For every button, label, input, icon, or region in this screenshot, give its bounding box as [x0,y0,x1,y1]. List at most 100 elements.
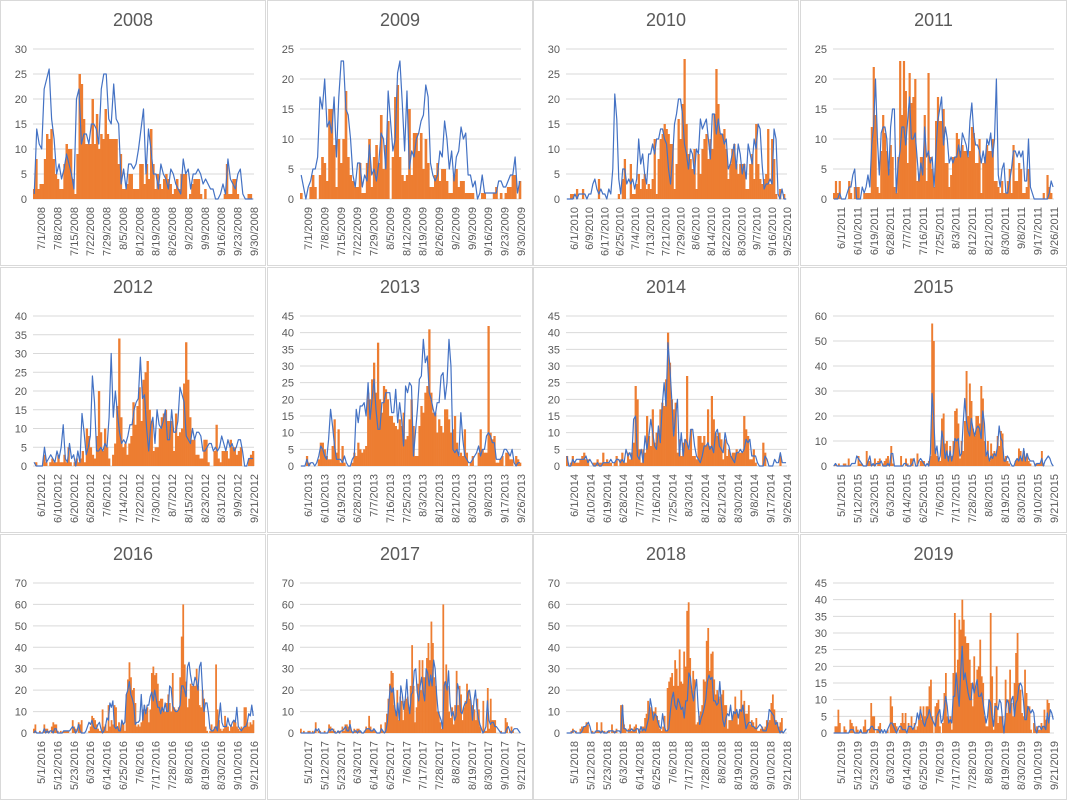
bar [941,418,943,466]
bar [163,179,166,199]
bar [598,462,601,466]
bar [876,187,879,199]
bar [986,145,989,199]
bar [116,726,119,733]
bar [466,683,468,733]
bar [1010,193,1013,199]
bar [174,709,177,733]
bar [439,722,442,733]
bar [644,718,646,733]
bar [327,459,330,466]
bar [687,602,690,733]
bar [350,730,353,733]
bar [909,726,911,733]
bar [719,696,722,733]
y-tick-label: 45 [815,578,827,590]
bar [233,447,237,466]
y-tick-label: 40 [815,361,827,373]
bar [857,456,860,466]
bar [74,728,77,733]
y-tick-label: 30 [282,664,294,676]
bar [233,720,235,733]
y-tick-label: 20 [815,411,827,423]
y-tick-label: 15 [548,411,560,423]
x-tick-label: 9/23/2009 [500,207,512,256]
line-series [33,68,253,200]
bar [248,726,250,733]
bar [93,458,97,466]
bar [186,707,189,733]
bar [703,436,706,466]
bar [633,726,636,733]
bar [683,651,686,733]
bar [471,456,474,466]
x-tick-label: 8/8/2015 [984,474,996,517]
bar [331,730,333,733]
bar [377,163,381,199]
chart-title: 2019 [913,544,954,564]
bar [147,722,150,733]
bar [577,462,580,466]
y-tick-label: 10 [548,428,560,440]
bar [887,456,889,466]
bar [122,724,125,733]
bar [193,179,196,199]
bar [511,459,514,466]
bar [874,115,877,199]
x-tick-label: 7/17/2016 [151,741,163,790]
bar [87,436,91,466]
bar [236,194,240,199]
bar [649,189,652,199]
bar [566,456,569,466]
chart-svg: 0 5 10 15 20 25 30 35 40 45 6/1/2013 6/10/2013 6/19/… [282,311,528,523]
x-tick-label: 9/16/2009 [483,207,495,256]
x-tick-label: 6/10/2013 [319,474,331,523]
bar [156,447,160,466]
bar [158,700,161,733]
bar [65,144,68,199]
bar [608,730,610,733]
bar [850,723,853,733]
bar [394,97,397,199]
bar [187,379,190,466]
line-series [833,392,1054,467]
bar [721,134,724,199]
chart-panel-2019: 2019 0 5 10 15 20 25 30 35 40 45 5/1/2019 5/12/2019 5… [800,534,1067,800]
bar [571,456,574,466]
bar [1000,716,1003,733]
bar [156,683,159,733]
bar [699,436,702,466]
chart-title: 2015 [913,277,954,297]
bar [420,690,422,733]
bar [130,677,132,733]
x-tick-label: 8/19/2016 [200,741,212,790]
bar [675,164,678,199]
bar [469,193,472,199]
y-tick-label: 40 [15,642,27,654]
x-tick-label: 9/9/2012 [233,474,245,517]
bar [518,181,522,199]
bar [710,653,713,733]
bar [604,462,607,466]
bar [513,175,517,199]
bar [221,451,224,466]
x-tick-label: 6/1/2014 [569,474,581,517]
bar [575,462,578,466]
bar [620,705,622,733]
bar [228,194,231,199]
bar [573,462,576,466]
bar [160,417,164,466]
bar [55,462,58,466]
chart-svg: 0 5 10 15 20 25 7/1/2009 7/8/2009 7/15/2009 7/22/… [282,44,528,256]
bar [675,668,678,733]
bar [738,709,741,733]
y-tick-label: 60 [815,311,827,323]
bar [889,145,892,199]
bar [64,730,67,733]
bar [325,456,328,466]
bar [1027,461,1030,466]
chart-title: 2008 [112,10,154,30]
bar [646,416,649,466]
x-tick-label: 7/15/2008 [69,207,81,256]
x-tick-label: 9/26/2013 [516,474,528,523]
